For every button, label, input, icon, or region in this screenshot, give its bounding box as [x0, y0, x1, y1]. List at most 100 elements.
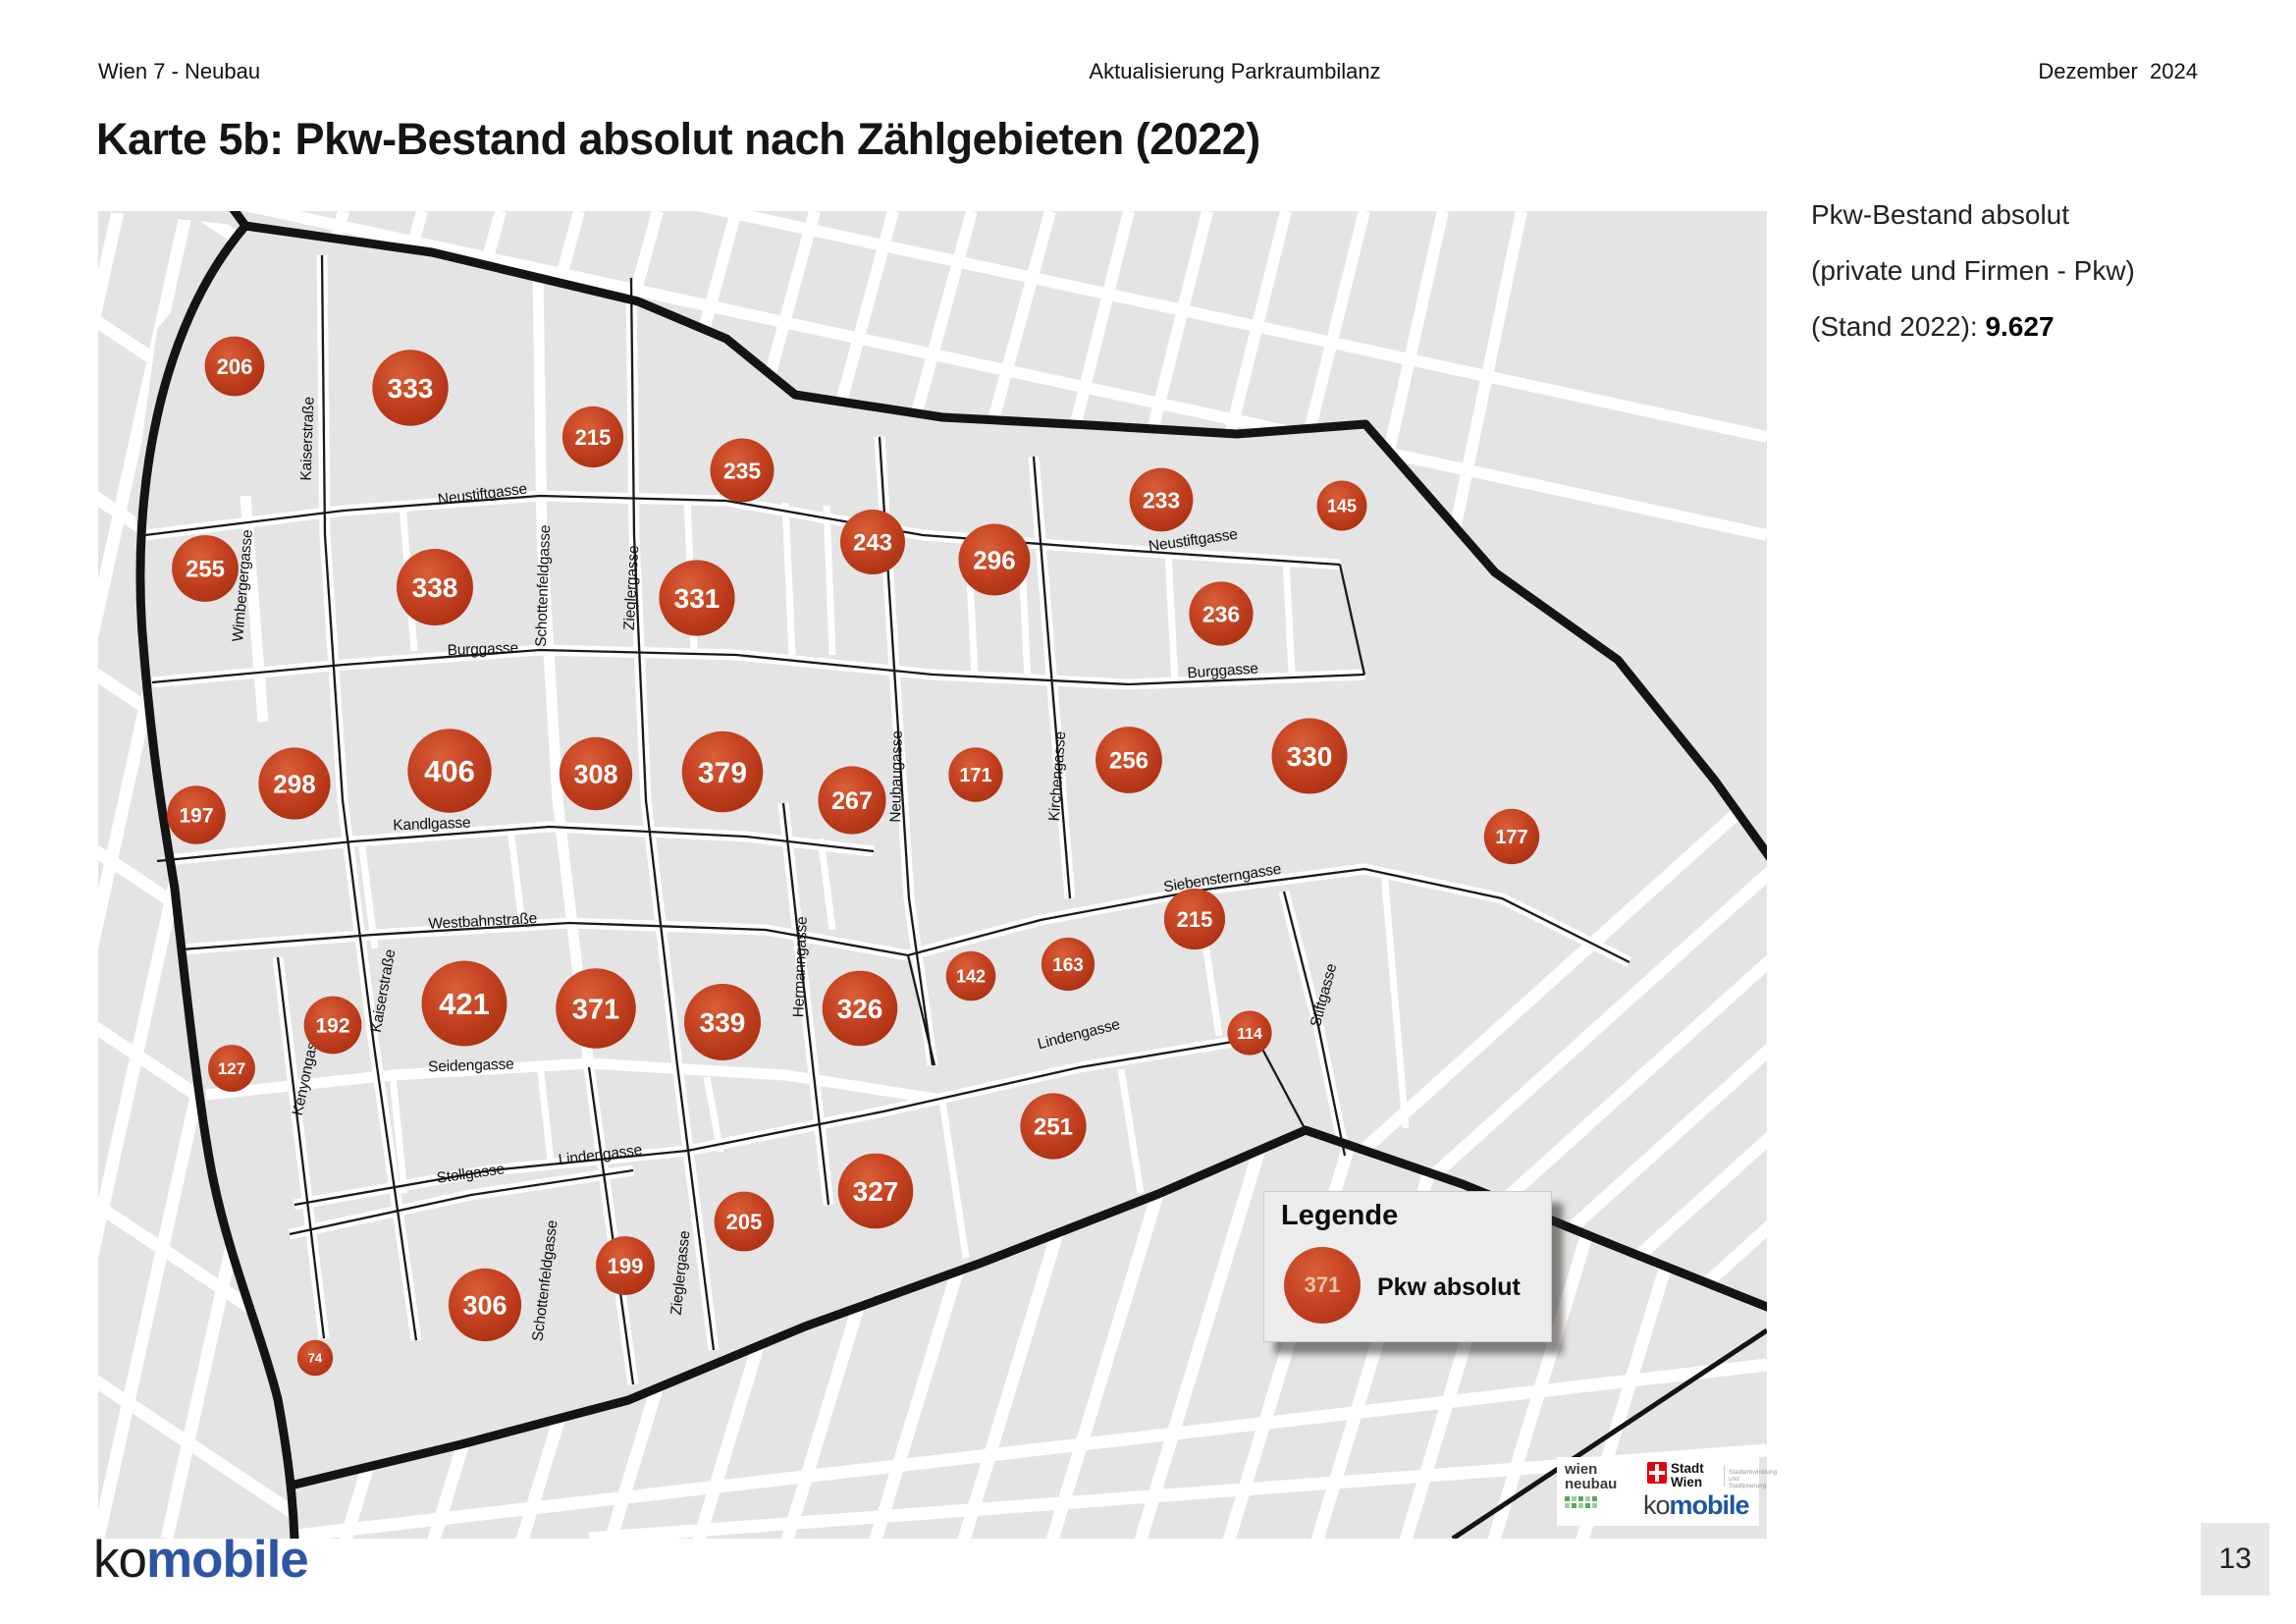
svg-text:171: 171: [959, 765, 991, 786]
svg-text:206: 206: [217, 354, 253, 379]
zone-bubble: 406: [407, 729, 492, 813]
svg-text:251: 251: [1034, 1114, 1073, 1141]
street-label: Westbahnstraße: [428, 910, 537, 933]
svg-text:163: 163: [1052, 955, 1084, 976]
zone-bubble: 127: [208, 1045, 255, 1092]
zone-bubble: 171: [948, 747, 1003, 802]
svg-text:199: 199: [608, 1254, 644, 1278]
svg-text:333: 333: [388, 373, 434, 404]
svg-text:308: 308: [573, 760, 617, 789]
svg-text:330: 330: [1287, 741, 1333, 772]
street-label: Kirchengasse: [1046, 731, 1069, 821]
svg-text:177: 177: [1495, 827, 1527, 848]
info-line1: Pkw-Bestand absolut: [1811, 199, 2070, 230]
info-total-value: 9.627: [1985, 311, 2055, 342]
zone-bubble: 256: [1095, 727, 1162, 793]
stadt-wien-logo: Stadt Wien: [1671, 1461, 1704, 1489]
svg-text:339: 339: [700, 1007, 746, 1038]
zone-bubble: 327: [837, 1153, 914, 1229]
zone-bubbles-layer: 206 333 215 235 243 296 233 145 255 338 331 236 197 2…: [167, 336, 1540, 1377]
legend: Legende 371 Pkw absolut: [1263, 1191, 1552, 1342]
zone-bubble: 326: [822, 970, 898, 1047]
zone-bubble: 114: [1227, 1010, 1272, 1056]
street-label: Seidengasse: [428, 1056, 514, 1075]
info-line2: (private und Firmen - Pkw): [1811, 255, 2135, 286]
street-label: Burggasse: [1187, 661, 1258, 682]
svg-text:243: 243: [853, 530, 892, 557]
svg-text:233: 233: [1143, 487, 1180, 513]
svg-text:406: 406: [424, 754, 475, 788]
svg-text:379: 379: [698, 757, 747, 789]
zone-bubble: 235: [710, 438, 774, 503]
zone-bubble: 308: [559, 736, 633, 811]
zone-bubble: 206: [204, 336, 265, 397]
komobile-logo-small: komobile: [1643, 1490, 1750, 1520]
info-line3: (Stand 2022): 9.627: [1811, 311, 2055, 342]
zone-bubble: 145: [1316, 480, 1367, 531]
svg-text:236: 236: [1202, 601, 1240, 626]
svg-text:371: 371: [572, 994, 619, 1025]
svg-text:331: 331: [674, 583, 721, 614]
map-canvas: KaiserstraßeNeustiftgasseNeustiftgasseBu…: [98, 196, 1782, 1543]
street-label: Kaiserstraße: [298, 397, 318, 481]
header-left: Wien 7 - Neubau: [98, 59, 261, 83]
zone-bubble: 233: [1129, 467, 1194, 532]
svg-text:306: 306: [462, 1291, 507, 1321]
info-panel: Pkw-Bestand absolut (private und Firmen …: [1811, 201, 2135, 369]
svg-text:114: 114: [1237, 1026, 1262, 1043]
svg-text:197: 197: [179, 805, 213, 828]
zone-bubble: 236: [1189, 581, 1254, 646]
header-right: Dezember 2024: [2038, 59, 2198, 83]
stadt-wien-shield-icon: [1647, 1462, 1667, 1484]
zone-bubble: 371: [556, 968, 636, 1049]
zone-bubble: 421: [421, 960, 507, 1047]
svg-text:205: 205: [726, 1210, 763, 1234]
svg-text:296: 296: [973, 545, 1015, 574]
zone-bubble: 243: [840, 510, 905, 574]
svg-text:235: 235: [723, 458, 762, 483]
street-label: Neubaugasse: [887, 731, 906, 823]
zone-bubble: 177: [1483, 808, 1540, 865]
partner-logos: wien neubau Stadt Wien Stadtentwicklung …: [1557, 1457, 1777, 1526]
svg-text:255: 255: [186, 557, 225, 583]
zone-bubble: 215: [561, 406, 624, 468]
street-label: Burggasse: [447, 640, 518, 660]
komobile-logo: komobile: [93, 1531, 309, 1589]
zone-bubble: 255: [172, 535, 239, 602]
zone-bubble: 306: [448, 1268, 522, 1342]
legend-title: Legende: [1281, 1200, 1399, 1231]
zone-bubble: 338: [397, 549, 473, 625]
svg-text:215: 215: [575, 425, 612, 450]
svg-text:326: 326: [837, 994, 883, 1024]
department-text: Stadtentwicklung und Stadtplanung: [1729, 1469, 1778, 1489]
zone-bubble: 339: [684, 984, 761, 1060]
district-map: Kaiserstraße Neustiftgasse Neustiftgasse Bu…: [98, 196, 1782, 1543]
wien-neubau-squares-icon: [1565, 1496, 1597, 1508]
zone-bubble: 251: [1020, 1093, 1087, 1160]
zone-bubble: 298: [258, 747, 331, 820]
svg-text:74: 74: [308, 1351, 323, 1366]
zone-bubble: 199: [596, 1236, 655, 1295]
svg-text:338: 338: [412, 572, 458, 603]
legend-item-label: Pkw absolut: [1377, 1273, 1521, 1301]
zone-bubble: 163: [1041, 937, 1095, 992]
zone-bubble: 330: [1271, 718, 1348, 794]
zone-bubble: 379: [681, 731, 764, 813]
svg-text:215: 215: [1177, 907, 1213, 932]
header-center: Aktualisierung Parkraumbilanz: [1089, 59, 1381, 83]
svg-text:327: 327: [853, 1176, 899, 1207]
svg-text:298: 298: [273, 769, 315, 798]
road-outside-southeast: [1451, 1327, 1769, 1542]
street-label: Zieglergasse: [621, 545, 642, 630]
zone-bubble: 215: [1163, 888, 1226, 950]
zone-boundaries: [144, 254, 1630, 1385]
wien-neubau-logo: wien neubau: [1565, 1461, 1618, 1492]
zone-bubble: 74: [296, 1339, 334, 1377]
zone-bubble: 296: [958, 523, 1031, 596]
page-title: Karte 5b: Pkw-Bestand absolut nach Zählg…: [96, 114, 1260, 164]
svg-text:267: 267: [831, 787, 873, 815]
zone-bubble: 333: [372, 350, 449, 426]
svg-text:145: 145: [1327, 496, 1357, 515]
street-label: Hermanngasse: [790, 916, 811, 1017]
